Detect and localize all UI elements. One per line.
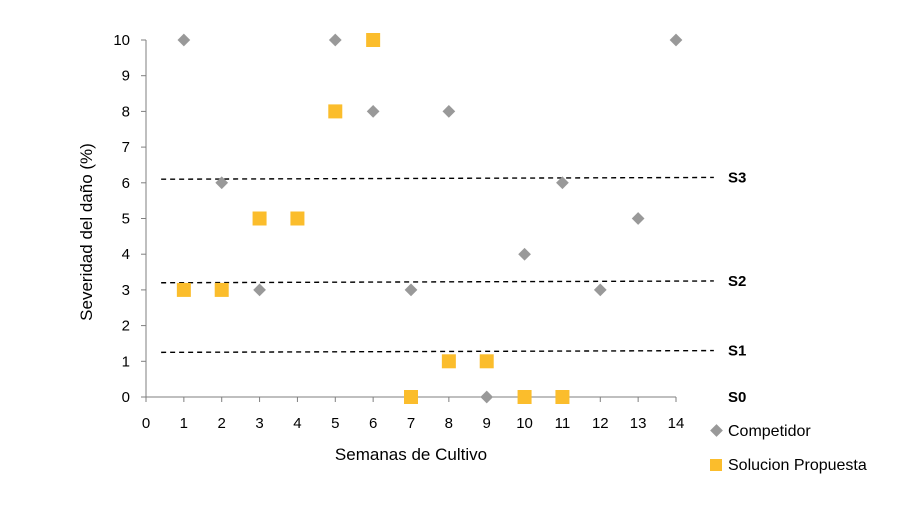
x-tick-label: 4 [293,415,301,432]
y-tick-label: 2 [122,318,130,335]
data-points [176,33,683,404]
threshold-label-s2: S2 [728,273,746,290]
x-tick-label: 9 [483,415,491,432]
x-tick-label: 10 [516,415,533,432]
x-tick-label: 7 [407,415,415,432]
point-competidor [253,283,266,297]
point-solucion-propuesta [290,211,305,226]
x-tick-label: 5 [331,415,339,432]
point-solucion-propuesta [479,354,494,369]
x-tick-label: 14 [668,415,685,432]
point-competidor [366,105,380,118]
threshold-label-s3: S3 [728,169,746,186]
x-tick-label: 6 [369,415,377,432]
point-solucion-propuesta [404,390,418,404]
x-tick-label: 3 [255,415,263,432]
threshold-line-s3 [161,176,714,180]
threshold-label-s0: S0 [728,389,746,406]
y-tick-label: 0 [122,389,130,406]
reference-lines: S3 S2 S1 S0 [161,169,746,406]
point-solucion-propuesta [366,33,381,47]
x-tick-label: 11 [555,415,571,432]
x-axis-title: Semanas de Cultivo [335,445,487,464]
y-ticks: 0 1 2 3 4 5 6 7 8 9 10 [113,32,146,406]
point-solucion-propuesta [328,104,343,119]
point-competidor [404,283,418,297]
x-tick-label: 8 [445,415,453,432]
y-tick-label: 5 [122,211,130,228]
point-competidor [442,105,456,118]
point-solucion-propuesta [441,354,456,369]
threshold-line-s2 [161,280,714,284]
threshold-line-s1 [161,349,714,354]
y-tick-label: 9 [122,68,130,85]
y-tick-label: 3 [122,282,130,299]
y-tick-label: 8 [122,103,130,120]
legend-label-competidor: Competidor [728,423,811,440]
x-tick-label: 2 [218,415,226,432]
point-solucion-propuesta [214,282,229,297]
point-competidor [328,33,342,47]
y-axis-title: Severidad del daño (%) [77,143,96,321]
point-solucion-propuesta [176,282,191,297]
point-solucion-propuesta [555,390,570,404]
x-tick-label: 13 [630,415,647,432]
point-competidor [480,390,494,404]
point-competidor [631,212,645,225]
x-tick-label: 12 [592,415,609,432]
point-competidor [215,176,229,190]
y-tick-label: 10 [113,32,130,49]
legend-item-competidor: Competidor [710,423,811,440]
point-solucion-propuesta [252,211,267,226]
point-solucion-propuesta [517,390,532,404]
y-tick-label: 7 [122,139,130,156]
legend-marker-square [710,459,722,471]
legend-marker-diamond [710,424,723,437]
x-tick-label: 0 [142,415,150,432]
point-competidor [593,283,607,297]
point-competidor [518,247,531,261]
y-tick-label: 1 [122,353,130,370]
legend: Competidor Solucion Propuesta [710,423,867,474]
legend-item-solucion-propuesta: Solucion Propuesta [710,457,867,474]
point-competidor [177,33,191,47]
y-tick-label: 6 [122,175,130,192]
y-tick-label: 4 [122,246,130,263]
legend-label-solucion-propuesta: Solucion Propuesta [728,457,867,474]
x-tick-label: 1 [180,415,188,432]
axes [145,40,676,398]
threshold-label-s1: S1 [728,343,746,360]
point-competidor [669,33,683,47]
